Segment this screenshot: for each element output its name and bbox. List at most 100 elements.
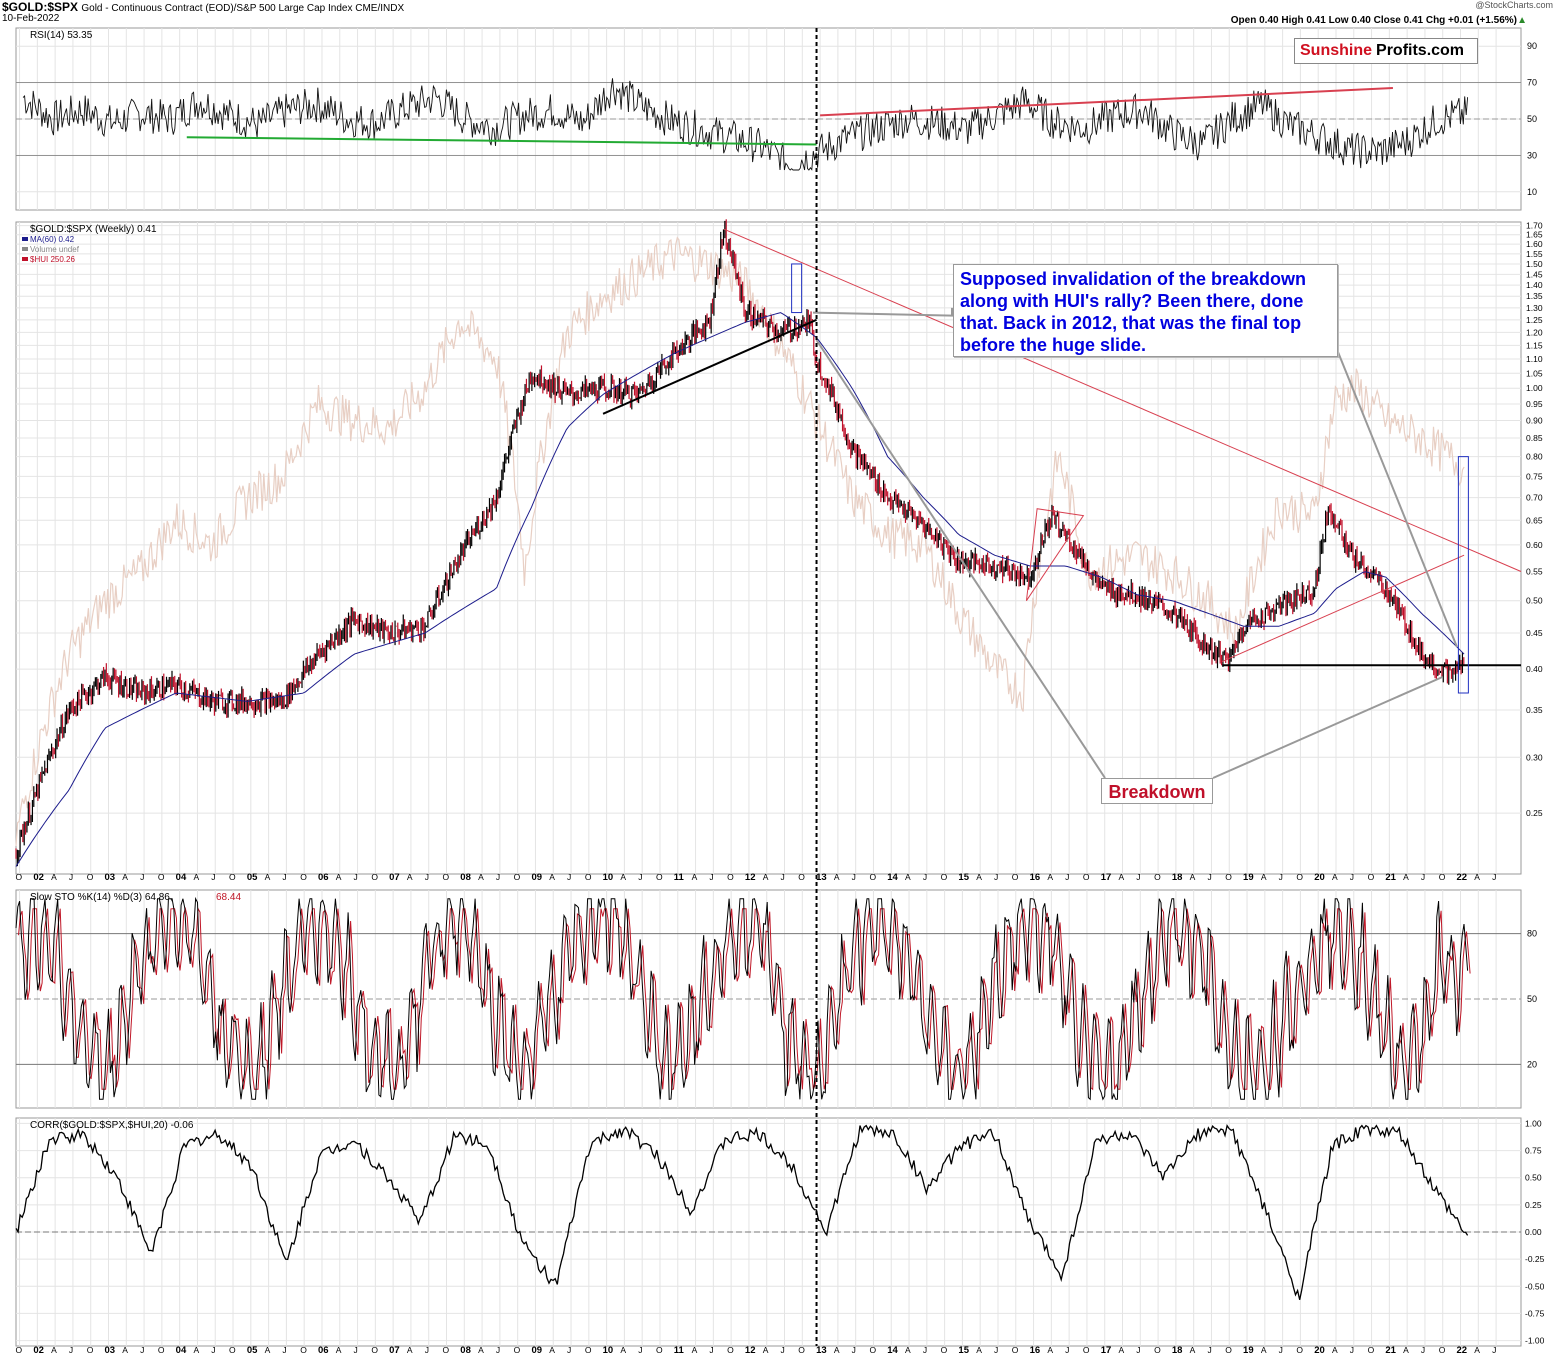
- logo-part-profits: Profits.com: [1376, 42, 1465, 59]
- x-tick-label: A: [1403, 872, 1409, 882]
- x-tick-label: J: [994, 872, 998, 882]
- breakdown-pointer-2022: [1212, 675, 1444, 779]
- falling-resistance-line: [723, 228, 1522, 572]
- triangle-pattern: [1025, 508, 1085, 601]
- x-tick-label: A: [265, 872, 271, 882]
- x-tick-label: 22: [1457, 872, 1468, 883]
- x-tick-label: O: [727, 1345, 734, 1355]
- rsi-line: [22, 78, 1469, 171]
- price-y-tick-label: 1.15: [1526, 340, 1543, 350]
- x-tick-label: J: [1136, 1345, 1140, 1355]
- price-y-tick-label: 0.25: [1526, 808, 1543, 818]
- x-tick-label: J: [1279, 872, 1283, 882]
- x-tick-label: J: [709, 872, 713, 882]
- x-tick-label: 13: [816, 872, 827, 883]
- x-tick-label: J: [1350, 1345, 1354, 1355]
- price-y-tick-label: 0.35: [1526, 705, 1543, 715]
- x-tick-label: O: [443, 872, 450, 882]
- x-tick-label: 17: [1101, 872, 1112, 883]
- x-tick-label: O: [1083, 1345, 1090, 1355]
- price-y-tick-label: 1.65: [1526, 230, 1543, 240]
- price-y-tick-label: 1.50: [1526, 259, 1543, 269]
- x-tick-label: J: [425, 872, 429, 882]
- x-tick-label: J: [69, 1345, 73, 1355]
- x-tick-label: 03: [105, 1345, 116, 1356]
- corr-y-tick-label: 0.50: [1525, 1173, 1542, 1183]
- x-tick-label: A: [1474, 1345, 1480, 1355]
- logo-part-sunshine: Sunshine: [1300, 42, 1373, 59]
- x-tick-label: J: [1421, 1345, 1425, 1355]
- x-tick-label: 08: [460, 1345, 471, 1356]
- x-tick-label: J: [923, 872, 927, 882]
- x-tick-label: A: [692, 872, 698, 882]
- price-y-tick-label: 0.90: [1526, 416, 1543, 426]
- x-tick-label: J: [994, 1345, 998, 1355]
- x-tick-label: 10: [603, 1345, 614, 1356]
- x-tick-label: A: [1403, 1345, 1409, 1355]
- x-tick-label: 19: [1243, 872, 1254, 883]
- legend-swatch: [22, 247, 28, 251]
- x-tick-label: J: [1492, 1345, 1496, 1355]
- x-tick-label: J: [781, 872, 785, 882]
- x-tick-label: 04: [176, 872, 187, 883]
- x-tick-label: A: [51, 872, 57, 882]
- x-tick-label: A: [193, 872, 199, 882]
- x-tick-label: O: [371, 1345, 378, 1355]
- corr-y-tick-label: 0.25: [1525, 1200, 1542, 1210]
- price-y-tick-label: 1.05: [1526, 368, 1543, 378]
- price-y-tick-label: 0.45: [1526, 628, 1543, 638]
- corr-label: CORR($GOLD:$SPX,$HUI,20) -0.06: [30, 1120, 194, 1131]
- note-pointer-2022: [1337, 351, 1458, 648]
- x-tick-label: A: [336, 872, 342, 882]
- x-tick-label: J: [567, 872, 571, 882]
- x-tick-label: 16: [1030, 872, 1041, 883]
- x-tick-label: A: [407, 1345, 413, 1355]
- rising-wedge-line: [602, 318, 817, 415]
- x-tick-label: A: [549, 872, 555, 882]
- ma60-line: [15, 312, 1465, 867]
- up-arrow-icon: ▲: [1517, 15, 1527, 26]
- x-tick-label: J: [496, 1345, 500, 1355]
- x-tick-label: J: [638, 1345, 642, 1355]
- x-tick-label: J: [852, 872, 856, 882]
- x-tick-label: 20: [1314, 872, 1325, 883]
- x-tick-label: A: [1119, 1345, 1125, 1355]
- rsi-y-tick-label: 90: [1527, 41, 1537, 51]
- corr-line: [15, 1123, 1469, 1300]
- x-tick-label: J: [852, 1345, 856, 1355]
- x-tick-label: 11: [674, 872, 685, 883]
- corr-y-tick-label: -0.75: [1525, 1308, 1545, 1318]
- x-tick-label: J: [211, 872, 215, 882]
- x-tick-label: 20: [1314, 1345, 1325, 1356]
- x-tick-label: A: [193, 1345, 199, 1355]
- highlight-box-2012: [791, 263, 803, 314]
- x-tick-label: J: [1065, 872, 1069, 882]
- x-tick-label: J: [282, 872, 286, 882]
- x-tick-label: 18: [1172, 872, 1183, 883]
- x-tick-label: 22: [1457, 1345, 1468, 1356]
- price-y-tick-label: 1.25: [1526, 315, 1543, 325]
- legend-swatch: [22, 257, 28, 261]
- price-y-tick-label: 0.50: [1526, 596, 1543, 606]
- x-tick-label: A: [478, 872, 484, 882]
- x-tick-label: A: [122, 872, 128, 882]
- rsi-y-tick-label: 50: [1527, 114, 1537, 124]
- x-tick-label: 15: [958, 1345, 969, 1356]
- x-tick-label: J: [1421, 872, 1425, 882]
- x-tick-label: O: [1439, 872, 1446, 882]
- price-y-tick-label: 1.35: [1526, 291, 1543, 301]
- annotation-breakdown: Breakdown: [1101, 778, 1213, 804]
- x-tick-label: 09: [531, 1345, 542, 1356]
- x-tick-label: 21: [1385, 1345, 1396, 1356]
- x-tick-label: 05: [247, 1345, 258, 1356]
- x-tick-label: O: [585, 872, 592, 882]
- x-tick-label: A: [1474, 872, 1480, 882]
- x-tick-label: O: [869, 872, 876, 882]
- x-tick-label: A: [1119, 872, 1125, 882]
- x-tick-label: J: [781, 1345, 785, 1355]
- x-tick-label: 14: [887, 872, 898, 883]
- legend-entry: Volume undef: [30, 245, 80, 254]
- x-tick-label: O: [87, 872, 94, 882]
- x-tick-label: 04: [176, 1345, 187, 1356]
- price-y-tick-label: 0.75: [1526, 471, 1543, 481]
